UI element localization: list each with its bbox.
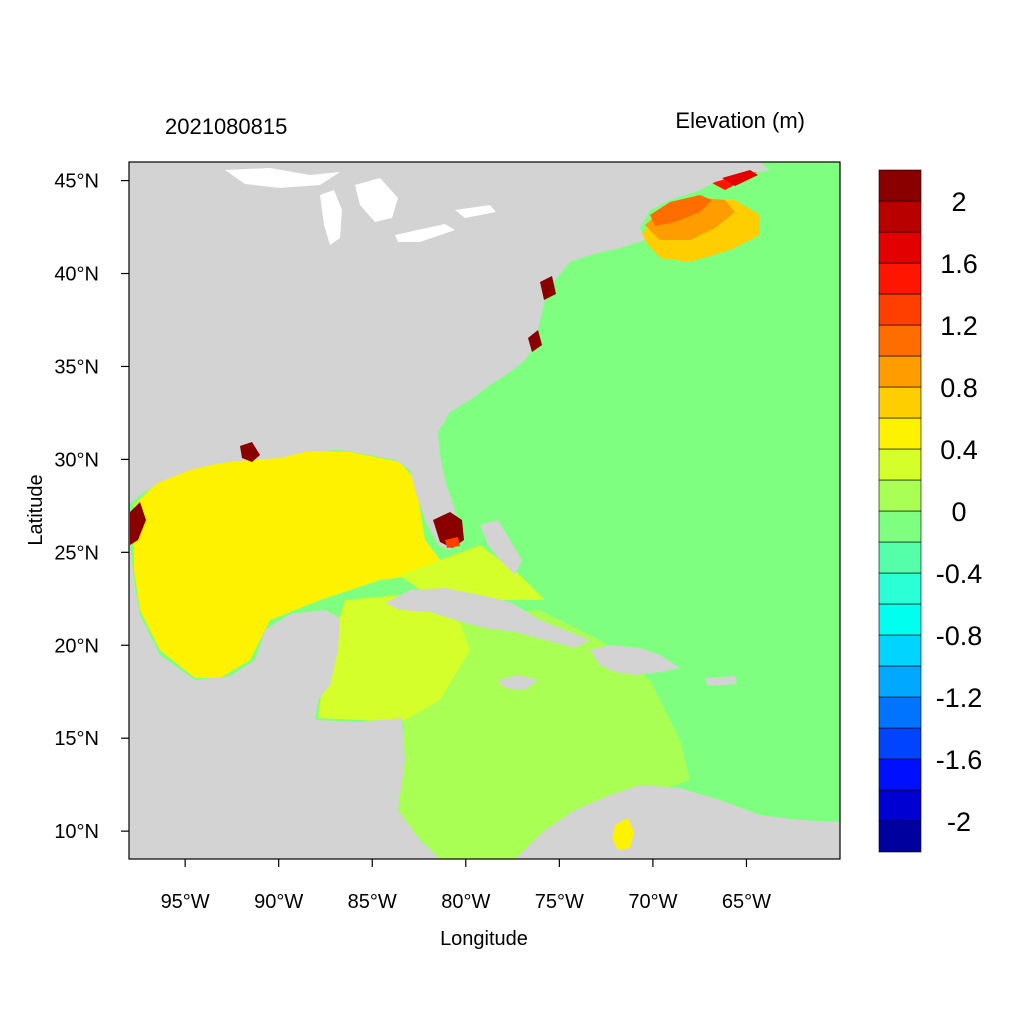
south-america-land (515, 785, 840, 859)
cuba-island (385, 588, 590, 648)
colorbar-swatch (878, 293, 922, 326)
colorbar-swatch (878, 665, 922, 698)
x-tick-label: 95°W (161, 891, 210, 913)
lake-huron (355, 178, 398, 222)
colorbar-swatch (878, 417, 922, 450)
carolina-coast-flood (528, 330, 542, 352)
x-tick-label: 90°W (254, 891, 303, 913)
lake-erie (395, 224, 455, 242)
colorbar-swatch (878, 448, 922, 481)
colorbar-label: -2 (947, 807, 971, 837)
colorbar-label: -0.4 (936, 559, 983, 589)
florida-keys-surge (445, 537, 460, 548)
colorbar-label: 0 (951, 497, 966, 527)
colorbar-label: -0.8 (936, 621, 983, 651)
lake-maracaibo (612, 818, 634, 850)
timestamp-label: 2021080815 (165, 114, 287, 139)
colorbar-swatch (878, 324, 922, 357)
colorbar-label: 1.2 (940, 311, 978, 341)
y-axis: 45°N 40°N 35°N 30°N 25°N 20°N 15°N 10°N (54, 171, 129, 843)
y-tick-label: 40°N (54, 264, 99, 286)
lake-michigan (320, 190, 342, 245)
mexico-central-america-land (129, 535, 440, 859)
lake-ontario (455, 205, 496, 218)
colorbar-label: -1.2 (936, 683, 983, 713)
gulf-of-maine-peak (650, 195, 712, 226)
jamaica-island (498, 675, 538, 690)
colorbar-label: 0.8 (940, 373, 978, 403)
gulf-coast-flood (240, 442, 260, 462)
variable-label: Elevation (m) (675, 108, 805, 133)
y-axis-label: Latitude (25, 474, 47, 545)
colorbar-swatch (878, 355, 922, 388)
colorbar-label: -1.6 (936, 745, 983, 775)
colorbar-label: 1.6 (940, 249, 978, 279)
y-tick-label: 20°N (54, 635, 99, 657)
x-tick-label: 70°W (628, 891, 677, 913)
y-tick-label: 35°N (54, 356, 99, 378)
yucatan-peninsula (265, 610, 340, 700)
puerto-rico-island (705, 676, 737, 686)
colorbar-swatch (878, 603, 922, 636)
x-axis-label: Longitude (440, 928, 528, 950)
colorbar-swatch (878, 386, 922, 419)
colorbar-swatch (878, 758, 922, 791)
lake-superior (225, 168, 340, 188)
florida-straits (400, 545, 545, 600)
north-america-land (129, 162, 770, 550)
bahamas-islands (480, 520, 522, 575)
y-tick-label: 15°N (54, 728, 99, 750)
x-tick-label: 80°W (441, 891, 490, 913)
nw-caribbean-sea (318, 595, 470, 720)
colorbar-swatch (878, 696, 922, 729)
maine-coast-peak (722, 170, 758, 186)
colorbar: 2 1.6 1.2 0.8 0.4 0 -0.4 -0.8 -1.2 -1.6 -2 (878, 169, 983, 853)
y-tick-label: 30°N (54, 449, 99, 471)
colorbar-label: 0.4 (940, 435, 978, 465)
x-tick-label: 65°W (722, 891, 771, 913)
colorbar-swatch (878, 479, 922, 512)
colorbar-swatch (878, 789, 922, 822)
hispaniola-island (590, 645, 680, 675)
colorbar-label: 2 (951, 187, 966, 217)
colorbar-swatch (878, 820, 922, 853)
plot-frame (128, 161, 841, 860)
gulf-of-mexico (134, 450, 440, 678)
chesapeake-flood (540, 276, 556, 300)
colorbar-swatch (878, 572, 922, 605)
colorbar-swatch (878, 510, 922, 543)
map-plot-area (129, 162, 840, 859)
y-tick-label: 45°N (54, 171, 99, 193)
x-tick-label: 85°W (348, 891, 397, 913)
colorbar-swatch (878, 727, 922, 760)
y-tick-label: 25°N (54, 542, 99, 564)
colorbar-swatch (878, 634, 922, 667)
x-tick-label: 75°W (535, 891, 584, 913)
colorbar-swatch (878, 169, 922, 202)
texas-coast-flood (130, 502, 146, 545)
colorbar-swatch (878, 231, 922, 264)
colorbar-swatch (878, 262, 922, 295)
colorbar-swatch (878, 541, 922, 574)
x-axis: 95°W 90°W 85°W 80°W 75°W 70°W 65°W (161, 859, 771, 913)
y-tick-label: 10°N (54, 821, 99, 843)
colorbar-swatch (878, 200, 922, 233)
